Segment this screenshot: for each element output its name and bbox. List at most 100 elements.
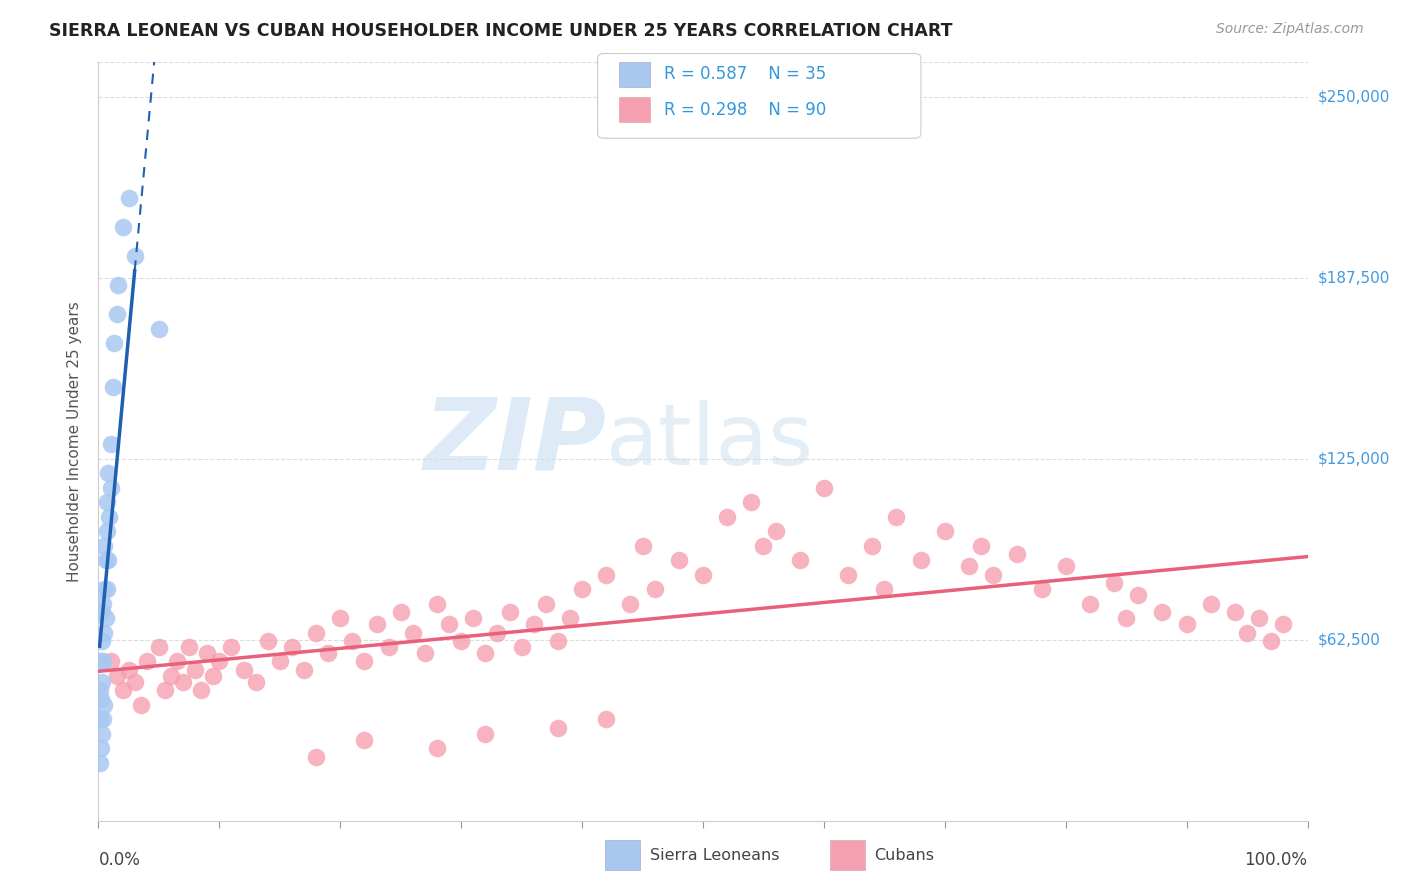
Point xyxy=(1115,611,1137,625)
Point xyxy=(89,683,111,698)
Point xyxy=(789,553,811,567)
Point xyxy=(1078,597,1101,611)
Point xyxy=(160,669,183,683)
Point xyxy=(426,741,449,756)
Point xyxy=(93,698,115,712)
Point xyxy=(752,539,775,553)
Point xyxy=(1152,605,1174,619)
Point xyxy=(474,646,496,660)
Point xyxy=(93,625,115,640)
Text: Cubans: Cubans xyxy=(875,848,935,863)
Point xyxy=(269,655,291,669)
Point xyxy=(190,683,212,698)
Point xyxy=(668,553,690,567)
Point xyxy=(957,559,980,574)
Point xyxy=(124,249,146,263)
Point xyxy=(124,674,146,689)
Point xyxy=(98,509,121,524)
Point xyxy=(571,582,593,596)
Point xyxy=(1236,625,1258,640)
Point xyxy=(1175,616,1198,631)
Point xyxy=(474,727,496,741)
Point xyxy=(631,539,654,553)
Point xyxy=(91,727,114,741)
Point xyxy=(100,655,122,669)
Point xyxy=(91,712,114,726)
Point xyxy=(94,611,117,625)
Point xyxy=(1128,588,1150,602)
Text: Source: ZipAtlas.com: Source: ZipAtlas.com xyxy=(1216,22,1364,37)
Point xyxy=(96,524,118,539)
Point xyxy=(118,191,141,205)
Point xyxy=(305,625,328,640)
Point xyxy=(232,663,254,677)
Point xyxy=(100,437,122,451)
Point xyxy=(619,597,641,611)
Text: 100.0%: 100.0% xyxy=(1244,851,1308,869)
Point xyxy=(1260,634,1282,648)
Point xyxy=(166,655,188,669)
Point xyxy=(129,698,152,712)
Point xyxy=(97,467,120,481)
Point xyxy=(91,597,114,611)
Point xyxy=(1007,548,1029,562)
Point xyxy=(111,683,134,698)
Point xyxy=(195,646,218,660)
Point xyxy=(329,611,352,625)
Point xyxy=(101,379,124,393)
Point xyxy=(886,509,908,524)
Point xyxy=(692,567,714,582)
Point xyxy=(97,553,120,567)
Point xyxy=(281,640,304,654)
Point xyxy=(740,495,762,509)
Point xyxy=(221,640,243,654)
Point xyxy=(91,674,114,689)
Point xyxy=(644,582,666,596)
Point xyxy=(93,539,115,553)
Point xyxy=(1199,597,1222,611)
Text: R = 0.587    N = 35: R = 0.587 N = 35 xyxy=(664,65,825,83)
Point xyxy=(486,625,509,640)
Point xyxy=(437,616,460,631)
Point xyxy=(873,582,896,596)
Point xyxy=(1249,611,1271,625)
Point xyxy=(510,640,533,654)
Point xyxy=(534,597,557,611)
Point xyxy=(970,539,993,553)
Point xyxy=(292,663,315,677)
Point xyxy=(103,336,125,351)
Point xyxy=(716,509,738,524)
Point xyxy=(118,663,141,677)
Point xyxy=(450,634,472,648)
Point xyxy=(89,712,111,726)
Point xyxy=(498,605,520,619)
Point xyxy=(148,640,170,654)
Text: R = 0.298    N = 90: R = 0.298 N = 90 xyxy=(664,101,825,119)
Point xyxy=(813,481,835,495)
Point xyxy=(256,634,278,648)
Point xyxy=(202,669,225,683)
Point xyxy=(94,553,117,567)
Point xyxy=(316,646,339,660)
Point xyxy=(107,278,129,293)
Point xyxy=(981,567,1004,582)
Point xyxy=(90,741,112,756)
Point xyxy=(523,616,546,631)
Point xyxy=(353,732,375,747)
Point xyxy=(1031,582,1053,596)
Text: $125,000: $125,000 xyxy=(1317,451,1389,467)
Point xyxy=(179,640,201,654)
Point xyxy=(172,674,194,689)
Text: SIERRA LEONEAN VS CUBAN HOUSEHOLDER INCOME UNDER 25 YEARS CORRELATION CHART: SIERRA LEONEAN VS CUBAN HOUSEHOLDER INCO… xyxy=(49,22,953,40)
Point xyxy=(342,634,364,648)
Point xyxy=(93,582,115,596)
Point xyxy=(595,567,617,582)
Point xyxy=(1223,605,1246,619)
Point xyxy=(934,524,956,539)
Point xyxy=(105,669,128,683)
Point xyxy=(89,756,111,770)
Point xyxy=(91,605,114,619)
Point xyxy=(153,683,176,698)
Text: $187,500: $187,500 xyxy=(1317,270,1389,285)
Point xyxy=(105,307,128,321)
